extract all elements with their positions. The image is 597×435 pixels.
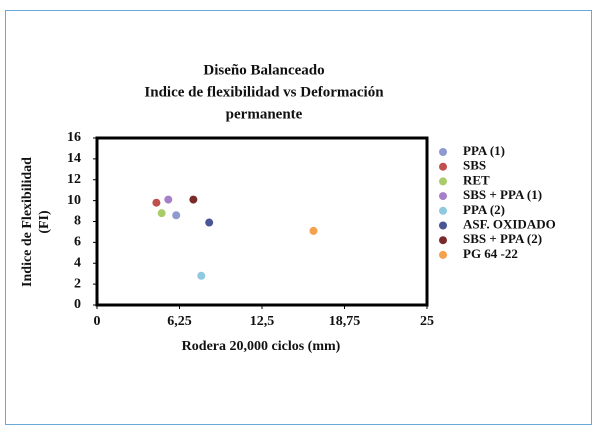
y-tick-label: 14	[67, 151, 81, 166]
legend-label: RET	[463, 172, 490, 187]
legend-label: SBS	[463, 158, 486, 173]
y-axis-label: Indice de Flexibilidad	[20, 157, 35, 287]
point	[152, 198, 161, 207]
legend-marker	[439, 221, 447, 230]
chart-title: Diseño Balanceado	[203, 62, 324, 78]
chart-title: Indice de flexibilidad vs Deformación	[144, 84, 384, 100]
legend-label: SBS + PPA (2)	[463, 231, 542, 246]
y-tick-label: 6	[74, 235, 81, 250]
x-tick-label: 12,5	[250, 314, 275, 329]
legend-marker	[439, 236, 447, 245]
y-tick-label: 8	[74, 214, 81, 229]
legend-label: PPA (1)	[463, 143, 505, 158]
legend-label: SBS + PPA (1)	[463, 187, 542, 202]
point	[197, 271, 206, 280]
x-tick-label: 0	[94, 314, 101, 329]
legend-label: PPA (2)	[463, 202, 505, 217]
y-tick-label: 0	[74, 297, 81, 312]
point	[164, 195, 173, 204]
point	[205, 218, 214, 227]
y-tick-label: 16	[67, 130, 81, 145]
point	[157, 209, 166, 218]
legend-marker	[439, 206, 447, 215]
frame	[5, 10, 592, 425]
legend-marker	[439, 162, 447, 171]
point	[189, 195, 198, 204]
x-tick-label: 6,25	[167, 314, 192, 329]
chart-title: permanente	[226, 106, 303, 122]
legend-label: PG 64 -22	[463, 246, 518, 261]
y-tick-label: 10	[67, 193, 81, 208]
x-tick-label: 18,75	[329, 314, 361, 329]
x-tick-label: 25	[420, 314, 434, 329]
y-tick-label: 12	[67, 172, 81, 187]
legend-marker	[439, 250, 447, 259]
point	[309, 226, 318, 235]
y-axis-label: (FI)	[37, 210, 52, 234]
legend-marker	[439, 192, 447, 201]
legend-marker	[439, 177, 447, 186]
legend-label: ASF. OXIDADO	[463, 216, 556, 231]
point	[172, 211, 181, 220]
y-tick-label: 2	[74, 276, 81, 291]
y-tick-label: 4	[74, 255, 81, 270]
x-axis-label: Rodera 20,000 ciclos (mm)	[182, 339, 341, 354]
legend-marker	[439, 148, 447, 156]
